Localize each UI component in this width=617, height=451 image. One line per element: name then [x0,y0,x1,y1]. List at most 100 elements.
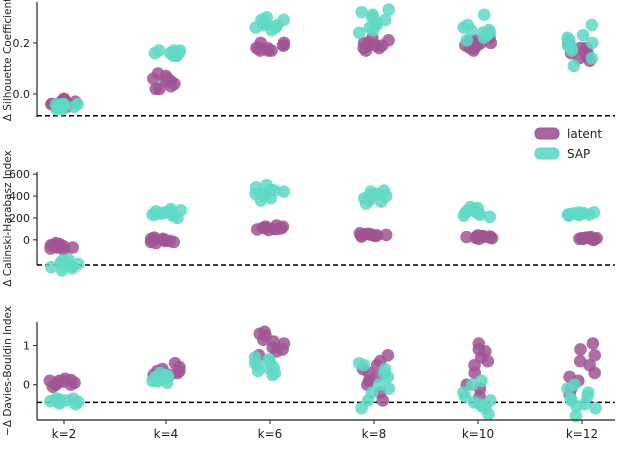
point-sap-k=10-7 [458,390,472,403]
point-sap-k=6-9 [268,184,282,197]
point-sap-k=12-6 [576,28,590,42]
point-sap-k=12-1 [589,401,602,415]
point-sap-k=12-5 [581,386,595,399]
point-latent-k=8-9 [375,39,389,52]
point-sap-k=12-5 [561,31,574,45]
point-sap-k=6-9 [251,364,265,378]
point-latent-k=4-5 [151,67,165,80]
point-sap-k=12-0 [569,409,583,423]
point-sap-k=12-8 [572,206,586,219]
point-sap-k=8-5 [382,3,396,16]
x-tick-label-k=10: k=10 [462,427,494,441]
point-latent-k=8-8 [357,41,370,55]
point-latent-k=8-6 [381,349,395,362]
x-tick-label-k=2: k=2 [52,427,77,441]
legend-label-sap: SAP [567,147,590,161]
point-sap-k=2-9 [61,394,74,407]
point-sap-k=8-3 [372,378,386,392]
point-latent-k=6-7 [253,327,267,341]
point-sap-k=12-9 [561,208,575,221]
point-sap-k=8-9 [382,382,396,395]
point-sap-k=8-9 [366,23,380,37]
point-sap-k=10-0 [460,34,474,47]
y-tick-label: 0.0 [13,88,31,101]
point-latent-k=8-8 [368,229,382,243]
x-tick-label-k=8: k=8 [362,427,387,441]
point-sap-k=4-8 [165,206,178,219]
point-sap-k=8-9 [365,188,378,202]
point-sap-k=8-7 [352,356,366,370]
y-axis-label-2: Δ Calinski-Harabasz Index [2,150,14,286]
point-sap-k=12-8 [585,36,599,50]
point-sap-k=12-7 [568,378,581,392]
point-latent-k=12-5 [588,349,602,362]
point-latent-k=4-8 [144,232,158,246]
point-sap-k=4-9 [149,205,163,218]
point-sap-k=12-1 [585,51,599,65]
point-sap-k=4-8 [161,369,175,383]
point-sap-k=10-5 [461,18,474,32]
x-tick-label-k=12: k=12 [566,427,598,441]
point-latent-k=10-9 [485,231,499,245]
point-sap-k=8-4 [355,5,368,19]
point-latent-k=4-7 [149,82,163,96]
point-sap-k=10-8 [466,202,480,216]
x-tick-label-k=6: k=6 [258,427,283,441]
legend-swatch-sap [534,147,560,160]
point-sap-k=6-9 [277,13,290,27]
point-sap-k=2-9 [49,97,63,111]
point-sap-k=12-9 [565,41,578,55]
point-sap-k=6-8 [254,187,267,201]
point-latent-k=2-9 [46,239,60,252]
point-sap-k=6-7 [248,350,262,364]
x-tick-label-k=4: k=4 [154,427,179,441]
point-sap-k=12-4 [587,206,601,219]
point-latent-k=4-9 [167,235,180,249]
point-sap-k=8-6 [377,184,391,197]
point-latent-k=12-7 [586,337,600,350]
point-latent-k=4-9 [159,74,172,88]
y-tick-label: 0 [23,379,30,392]
point-sap-k=10-6 [475,374,488,388]
legend-swatch-latent [534,127,560,140]
point-sap-k=6-8 [267,360,280,374]
point-sap-k=12-0 [567,59,581,73]
point-sap-k=4-2 [152,44,166,57]
point-latent-k=2-9 [57,375,71,388]
y-tick-label: 0 [23,234,30,247]
point-sap-k=2-5 [67,100,81,114]
point-latent-k=8-9 [379,228,393,242]
point-latent-k=8-9 [362,374,376,388]
point-latent-k=6-8 [276,343,289,356]
point-latent-k=12-9 [585,232,599,246]
point-sap-k=10-9 [482,23,496,37]
point-sap-k=12-9 [570,399,584,413]
point-latent-k=4-6 [168,356,182,370]
point-latent-k=6-9 [265,44,278,57]
point-sap-k=10-9 [467,396,481,409]
point-latent-k=6-9 [275,222,288,235]
y-tick-label: 400 [9,190,30,203]
y-tick-label: 0.2 [13,37,31,50]
point-latent-k=12-8 [573,354,587,368]
point-sap-k=2-1 [44,260,58,274]
y-tick-label: 200 [9,212,30,225]
point-sap-k=6-8 [256,16,270,29]
point-sap-k=8-6 [366,8,379,22]
point-sap-k=10-6 [477,8,491,22]
point-latent-k=12-6 [574,343,587,356]
point-latent-k=10-2 [460,230,473,244]
point-latent-k=10-9 [468,358,481,372]
point-sap-k=4-9 [163,46,177,60]
y-axis-label-1: Δ Silhouette Coefficient [2,0,14,121]
y-axis-label-3: −Δ Davies-Bouldin Index [2,306,14,436]
point-latent-k=8-4 [353,226,367,240]
point-latent-k=6-6 [277,39,290,52]
point-latent-k=6-8 [251,223,264,236]
point-sap-k=4-9 [151,375,164,388]
y-tick-label: 1 [23,340,30,353]
legend-label-latent: latent [567,127,602,141]
point-sap-k=4-5 [174,203,188,217]
